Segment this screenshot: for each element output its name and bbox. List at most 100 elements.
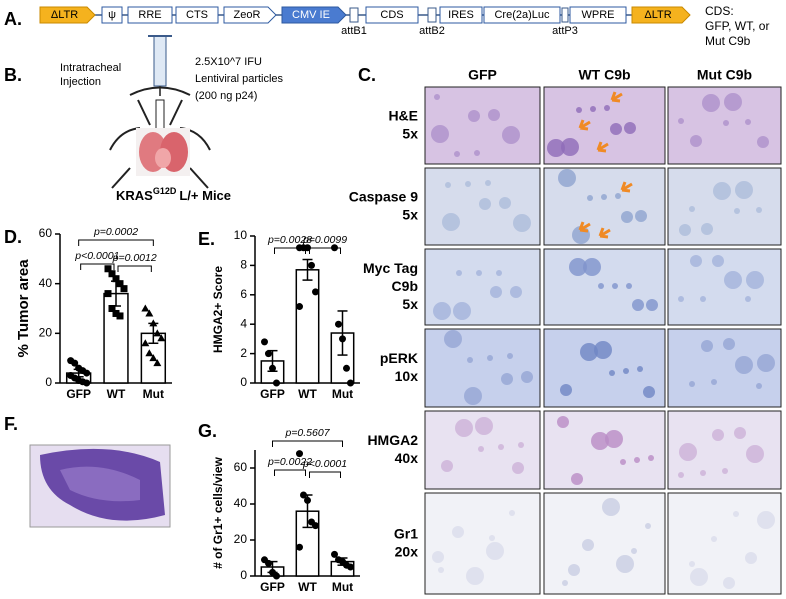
construct-element: [127, 6, 173, 24]
tissue-blob: [632, 299, 644, 311]
tissue-blob: [594, 341, 612, 359]
panel-label: A.: [4, 9, 22, 29]
row-label: Gr1: [394, 526, 418, 542]
significance-bracket: [78, 239, 154, 246]
row-label: 5x: [402, 296, 418, 312]
tissue-blob: [591, 432, 609, 450]
tissue-blob: [700, 470, 706, 476]
y-tick-label: 20: [234, 532, 248, 546]
data-point: [153, 359, 162, 367]
tissue-blob: [467, 357, 473, 363]
tissue-blob: [453, 302, 471, 320]
att-site-label: attB2: [419, 25, 445, 37]
data-point: [261, 338, 268, 346]
tissue-blob: [746, 271, 764, 289]
row-label: 20x: [395, 544, 419, 560]
tissue-blob: [690, 568, 708, 586]
row-label: 5x: [402, 126, 418, 142]
data-point: [104, 290, 112, 298]
tissue-blob: [690, 135, 702, 147]
tissue-blob: [756, 207, 762, 213]
y-tick-label: 4: [240, 316, 247, 330]
tissue-blob: [583, 258, 601, 276]
data-point: [108, 270, 116, 278]
arrow: [620, 181, 633, 193]
tissue-blob: [433, 302, 451, 320]
cds-note: Mut C9b: [705, 34, 751, 48]
tissue-blob: [724, 271, 742, 289]
tissue-blob: [746, 445, 764, 463]
tissue-blob: [509, 510, 515, 516]
histology-image: [667, 248, 782, 326]
significance-bracket: [272, 440, 343, 447]
tissue-blob: [476, 270, 482, 276]
tissue-blob: [735, 356, 753, 374]
data-point: [265, 559, 272, 567]
tissue-blob: [643, 386, 655, 398]
row-label: 40x: [395, 450, 419, 466]
construct-element: [439, 6, 483, 24]
tissue-blob: [637, 366, 643, 372]
data-point: [104, 265, 112, 273]
tissue-blob: [690, 255, 702, 267]
att-site: [427, 7, 437, 23]
x-tick-label: Mut: [332, 387, 353, 401]
y-tick-label: 40: [39, 276, 53, 290]
tissue-blob: [441, 460, 453, 472]
p-value: p=0.0099: [302, 234, 347, 246]
tissue-blob: [485, 180, 491, 186]
mouse-strain: KRASG12D L/+ Mice: [116, 186, 231, 203]
histology-image: [543, 248, 666, 326]
p-value: p<0.0001: [74, 250, 119, 262]
tissue-blob: [609, 370, 615, 376]
tissue-blob: [510, 286, 522, 298]
tissue-blob: [702, 94, 720, 112]
panel-label: B.: [4, 65, 22, 85]
tissue-blob: [723, 577, 735, 589]
tissue-blob: [723, 338, 735, 350]
injection-dose: 2.5X10^7 IFU: [195, 56, 262, 68]
p-value: p=0.0002: [93, 226, 138, 238]
tissue-blob: [711, 536, 717, 542]
data-point: [116, 280, 124, 288]
y-tick-label: 60: [234, 460, 248, 474]
construct-label: ψ: [108, 9, 116, 21]
row-label: H&E: [388, 108, 418, 124]
tissue-blob: [466, 567, 484, 585]
tissue-blob: [724, 93, 742, 111]
data-point: [108, 305, 116, 312]
p-value: p=0.0028: [267, 234, 312, 246]
mouse-strain-part: L/+ Mice: [179, 188, 231, 203]
tissue-blob: [438, 567, 444, 573]
data-point: [149, 354, 158, 362]
cds-note: GFP, WT, or: [705, 19, 769, 33]
arrow: [596, 141, 609, 153]
histology-image: [424, 492, 541, 595]
tissue-blob: [616, 555, 634, 573]
construct-element: [175, 6, 219, 24]
construct-element: [365, 6, 419, 24]
tissue-blob: [757, 511, 775, 529]
y-axis-label: HMGA2+ Score: [211, 266, 225, 353]
tissue-blob: [635, 210, 647, 222]
tissue-blob: [507, 353, 513, 359]
row-label: C9b: [392, 278, 418, 294]
tissue-blob: [465, 181, 471, 187]
construct-label: CTS: [186, 9, 208, 21]
x-tick-label: WT: [298, 387, 317, 401]
tissue-blob: [722, 468, 728, 474]
histology-image: [424, 167, 541, 246]
tissue-blob: [468, 110, 480, 122]
tissue-blob: [713, 182, 731, 200]
construct-element: [39, 6, 96, 24]
injection-schematic: [109, 35, 211, 189]
tissue-blob: [620, 459, 626, 465]
tissue-blob: [561, 138, 579, 156]
histology-image: [29, 444, 171, 528]
tissue-blob: [678, 472, 684, 478]
x-tick-label: Mut: [143, 387, 164, 401]
data-point: [339, 335, 346, 343]
tissue-blob: [513, 214, 531, 232]
significance-bracket: [274, 247, 306, 254]
tissue-blob: [711, 379, 717, 385]
